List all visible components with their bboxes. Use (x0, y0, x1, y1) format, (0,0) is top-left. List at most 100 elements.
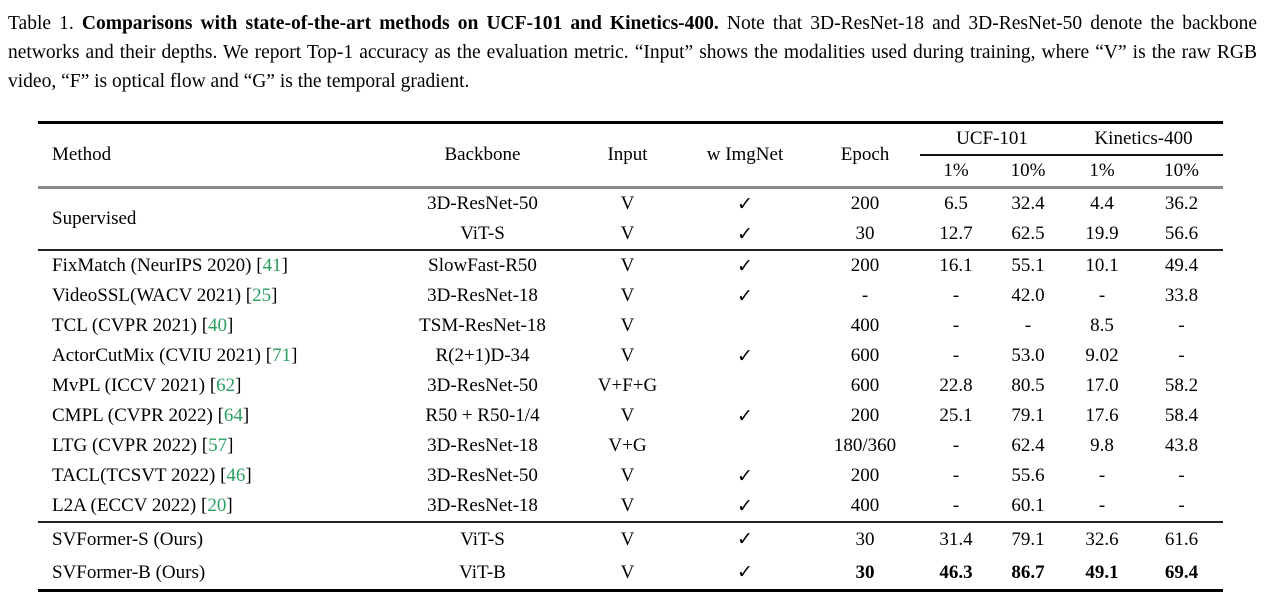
input-cell: V (620, 223, 635, 244)
input-cell: V (620, 255, 635, 276)
table-row: MvPL (ICCV 2021) [62] 3D-ResNet-50 V+F+G 60… (38, 371, 1223, 401)
ucf101-1pct-cell: 12.7 (939, 223, 973, 244)
epoch-cell: 200 (850, 405, 880, 426)
citation-link[interactable]: 62 (216, 375, 236, 396)
k400-10pct-cell: - (1178, 315, 1185, 336)
epoch-cell: 400 (850, 315, 880, 336)
ucf101-1pct-cell: 22.8 (939, 375, 973, 396)
imgnet-cell: ✓ (737, 495, 753, 517)
k400-1pct-cell: 17.6 (1085, 405, 1119, 426)
ucf101-10pct-cell: 79.1 (1011, 528, 1045, 550)
ucf101-10pct-cell: 55.1 (1011, 255, 1045, 276)
epoch-cell: - (861, 285, 869, 306)
backbone-cell: R(2+1)D-34 (435, 345, 530, 366)
epoch-cell: 400 (850, 495, 880, 516)
ucf101-1pct-cell: - (952, 435, 960, 456)
sub-header-ucf-10pct: 10% (1010, 160, 1046, 181)
epoch-cell: 30 (855, 561, 875, 583)
citation-link[interactable]: 46 (226, 465, 246, 486)
imgnet-cell: ✓ (737, 285, 753, 307)
col-header-method: Method (52, 144, 112, 165)
imgnet-cell (680, 371, 810, 401)
k400-1pct-cell: 10.1 (1085, 255, 1119, 276)
backbone-cell: TSM-ResNet-18 (419, 315, 546, 336)
imgnet-cell: ✓ (737, 529, 753, 550)
table-row: SVFormer-S (Ours) ViT-S V ✓ 30 31.4 79.1 32.6 61… (38, 522, 1223, 556)
col-header-imgnet: w ImgNet (706, 144, 784, 165)
imgnet-cell: ✓ (737, 345, 753, 367)
ucf101-1pct-cell: 25.1 (939, 405, 973, 426)
citation-link[interactable]: 41 (262, 255, 282, 276)
k400-10pct-cell: 49.4 (1164, 255, 1199, 276)
input-cell: V (620, 561, 635, 583)
input-cell: V (620, 405, 635, 426)
ucf101-1pct-cell: - (952, 495, 960, 516)
method-cell: FixMatch (NeurIPS 2020) [41] (52, 255, 288, 276)
k400-10pct-cell: - (1178, 345, 1185, 366)
table-row: TCL (CVPR 2021) [40] TSM-ResNet-18 V 400 - - 8… (38, 311, 1223, 341)
method-cell: SVFormer-B (Ours) (52, 561, 206, 583)
imgnet-cell: ✓ (737, 405, 753, 427)
k400-1pct-cell: 9.02 (1085, 345, 1119, 366)
citation-link[interactable]: 71 (272, 345, 292, 366)
k400-10pct-cell: 69.4 (1164, 561, 1199, 583)
ucf101-10pct-cell: 62.5 (1011, 223, 1045, 244)
header-row-sub: 1% 10% 1% 10% (38, 155, 1223, 188)
method-cell: CMPL (CVPR 2022) [64] (52, 405, 250, 426)
table-row: L2A (ECCV 2022) [20] 3D-ResNet-18 V ✓ 400 - 60… (38, 491, 1223, 522)
table-row: FixMatch (NeurIPS 2020) [41] SlowFast-R50… (38, 250, 1223, 281)
backbone-cell: ViT-S (460, 528, 505, 550)
input-cell: V (620, 345, 635, 366)
k400-1pct-cell: 8.5 (1090, 315, 1114, 336)
k400-1pct-cell: 19.9 (1085, 223, 1119, 244)
caption-title: Comparisons with state-of-the-art method… (81, 13, 719, 34)
k400-10pct-cell: 43.8 (1164, 435, 1199, 456)
k400-1pct-cell: 4.4 (1090, 193, 1114, 214)
citation-link[interactable]: 20 (207, 495, 227, 516)
results-table: Method Backbone Input w ImgNet Epoch UCF… (38, 121, 1224, 592)
ucf101-1pct-cell: - (952, 465, 960, 486)
k400-10pct-cell: 61.6 (1164, 528, 1199, 550)
k400-1pct-cell: 32.6 (1085, 528, 1119, 550)
input-cell: V (620, 193, 635, 214)
method-cell: ActorCutMix (CVIU 2021) [71] (52, 345, 298, 366)
citation-link[interactable]: 40 (208, 315, 228, 336)
ucf101-1pct-cell: - (952, 315, 960, 336)
sub-header-k400-1pct: 1% (1089, 160, 1115, 181)
epoch-cell: 600 (850, 345, 880, 366)
caption-label: Table 1. (8, 13, 82, 34)
k400-1pct-cell: 17.0 (1085, 375, 1119, 396)
backbone-cell: 3D-ResNet-50 (427, 375, 538, 396)
group-supervised: Supervised 3D-ResNet-50 V ✓ 200 6.5 32.4 4.4 36.… (38, 188, 1224, 250)
span-header-kinetics400: Kinetics-400 (1064, 122, 1224, 156)
method-cell: TACL(TCSVT 2022) [46] (52, 465, 252, 486)
table-row: Supervised 3D-ResNet-50 V ✓ 200 6.5 32.4 4.4 36.… (38, 188, 1223, 229)
backbone-cell: R50 + R50-1/4 (425, 405, 540, 426)
input-cell: V+F+G (597, 375, 658, 396)
table-row: SVFormer-B (Ours) ViT-B V ✓ 30 46.3 86.7 49.1 69… (38, 556, 1223, 591)
sub-header-k400-10pct: 10% (1164, 160, 1199, 181)
citation-link[interactable]: 64 (223, 405, 243, 426)
table-header: Method Backbone Input w ImgNet Epoch UCF… (38, 122, 1224, 188)
citation-link[interactable]: 25 (252, 285, 272, 306)
method-cell: L2A (ECCV 2022) [20] (52, 495, 233, 516)
k400-1pct-cell: - (1098, 285, 1106, 306)
group-ours: SVFormer-S (Ours) ViT-S V ✓ 30 31.4 79.1 32.6 61… (38, 522, 1223, 591)
backbone-cell: SlowFast-R50 (428, 255, 537, 276)
method-cell: MvPL (ICCV 2021) [62] (52, 375, 242, 396)
method-cell: Supervised (52, 208, 137, 229)
ucf101-1pct-cell: - (952, 345, 960, 366)
citation-link[interactable]: 57 (208, 435, 228, 456)
k400-1pct-cell: 49.1 (1085, 561, 1119, 583)
ucf101-10pct-cell: 86.7 (1011, 561, 1045, 583)
imgnet-cell (680, 311, 810, 341)
k400-1pct-cell: 9.8 (1090, 435, 1114, 456)
imgnet-cell: ✓ (737, 193, 753, 215)
method-cell: TCL (CVPR 2021) [40] (52, 315, 234, 336)
imgnet-cell: ✓ (737, 223, 753, 245)
epoch-cell: 600 (850, 375, 880, 396)
input-cell: V (620, 495, 635, 516)
k400-10pct-cell: 58.4 (1164, 405, 1199, 426)
ucf101-10pct-cell: 42.0 (1011, 285, 1045, 306)
table-row: TACL(TCSVT 2022) [46] 3D-ResNet-50 V ✓ 200 - 5… (38, 461, 1223, 491)
